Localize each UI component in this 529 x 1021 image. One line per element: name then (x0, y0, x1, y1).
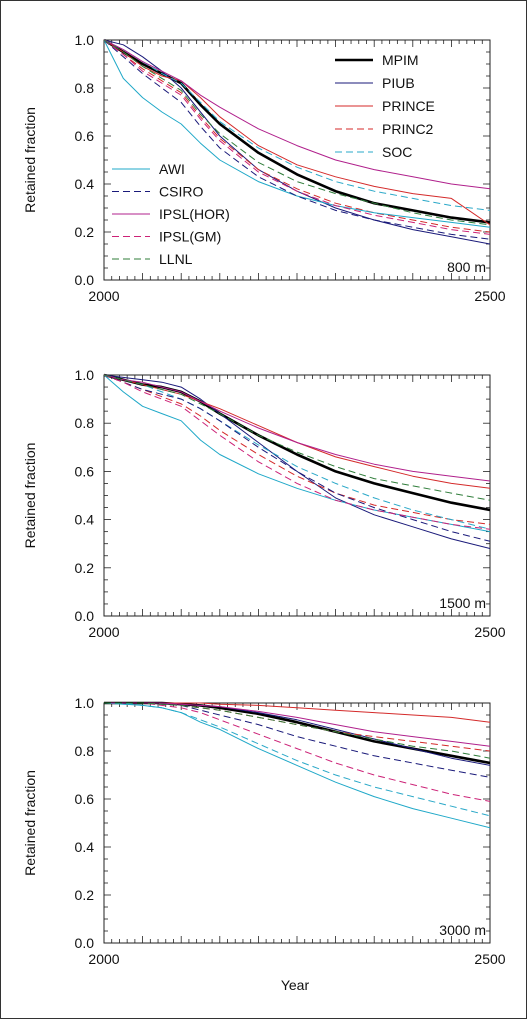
y-tick-label: 1.0 (75, 367, 95, 383)
panel-3: 0.0 0.2 0.4 0.6 0.8 1.0 2000 2500 Retained fract… (22, 695, 506, 967)
series-line-ipsl-hor- (104, 39, 490, 190)
series-line-llnl (104, 39, 490, 226)
series-line-princ2 (104, 374, 490, 525)
x-axis-title: Year (281, 977, 310, 993)
y-tick-label: 0.8 (75, 415, 95, 431)
series-line-prince (104, 374, 490, 489)
depth-label: 1500 m (439, 595, 486, 611)
plot-frame (103, 374, 491, 617)
series-group (104, 701, 490, 829)
x-tick-label: 2000 (88, 951, 119, 967)
series-line-mpim (104, 701, 490, 765)
legend-label: IPSL(HOR) (159, 206, 230, 222)
legend-label: PIUB (382, 75, 415, 91)
legend-label: PRINCE (382, 98, 435, 114)
y-tick-label: 1.0 (75, 695, 95, 711)
series-line-ipsl-gm- (104, 374, 490, 530)
y-tick-label: 0.6 (75, 128, 95, 144)
y-tick-label: 0.2 (75, 224, 95, 240)
y-tick-label: 0.8 (75, 80, 95, 96)
series-line-piub (104, 374, 490, 549)
x-tick-label: 2000 (88, 288, 119, 304)
legend-label: CSIRO (159, 184, 203, 200)
series-line-llnl (104, 702, 490, 759)
series-line-princ2 (104, 702, 490, 752)
x-tick-label: 2500 (474, 624, 505, 640)
y-axis-title: Retained fraction (22, 770, 38, 876)
series-line-mpim (104, 38, 490, 224)
depth-label: 800 m (447, 259, 486, 275)
legend-left: AWI CSIRO IPSL(HOR) IPSL(GM) LLNL (112, 161, 230, 267)
legend-label: SOC (382, 144, 412, 160)
series-group (104, 373, 490, 549)
series-line-ipsl-hor- (104, 374, 490, 482)
legend-label: AWI (159, 161, 185, 177)
series-line-awi (104, 374, 490, 533)
series-line-llnl (104, 374, 490, 501)
legend-right: MPIM PIUB PRINCE PRINC2 SOC (335, 52, 435, 160)
panel-1: 0.0 0.2 0.4 0.6 0.8 1.0 2000 2500 Retained fract… (22, 32, 506, 304)
series-line-ipsl-gm- (104, 702, 490, 802)
series-line-csiro (104, 374, 490, 542)
y-tick-label: 0.6 (75, 463, 95, 479)
y-axis-title: Retained fraction (22, 443, 38, 549)
panel-2: 0.0 0.2 0.4 0.6 0.8 1.0 2000 2500 Retained fract… (22, 367, 506, 640)
series-line-awi (104, 702, 490, 829)
series-line-csiro (104, 39, 490, 240)
y-tick-label: 0.4 (75, 512, 95, 528)
series-line-ipsl-gm- (104, 39, 490, 235)
y-tick-label: 0.6 (75, 791, 95, 807)
chart-panels: 0.0 0.2 0.4 0.6 0.8 1.0 2000 2500 Retained fract… (22, 32, 506, 967)
y-tick-label: 0.0 (75, 935, 95, 951)
legend-label: IPSL(GM) (159, 229, 221, 245)
y-tick-label: 1.0 (75, 32, 95, 48)
series-line-awi (104, 39, 490, 228)
y-tick-label: 0.2 (75, 560, 95, 576)
legend-label: PRINC2 (382, 121, 434, 137)
x-tick-label: 2500 (474, 951, 505, 967)
x-tick-label: 2000 (88, 624, 119, 640)
series-line-piub (104, 39, 490, 245)
y-tick-label: 0.2 (75, 887, 95, 903)
series-line-princ2 (104, 39, 490, 233)
series-line-soc (104, 374, 490, 530)
y-tick-label: 0.0 (75, 272, 95, 288)
legend-label: MPIM (382, 52, 419, 68)
series-line-piub (104, 702, 490, 766)
y-tick-label: 0.4 (75, 176, 95, 192)
y-tick-label: 0.4 (75, 839, 95, 855)
y-tick-label: 0.8 (75, 743, 95, 759)
series-line-ipsl-hor- (104, 702, 490, 747)
y-axis-title: Retained fraction (22, 107, 38, 213)
depth-label: 3000 m (439, 922, 486, 938)
x-tick-label: 2500 (474, 288, 505, 304)
y-tick-label: 0.0 (75, 608, 95, 624)
series-group (104, 38, 490, 245)
legend-label: LLNL (159, 251, 193, 267)
series-line-csiro (104, 702, 490, 778)
